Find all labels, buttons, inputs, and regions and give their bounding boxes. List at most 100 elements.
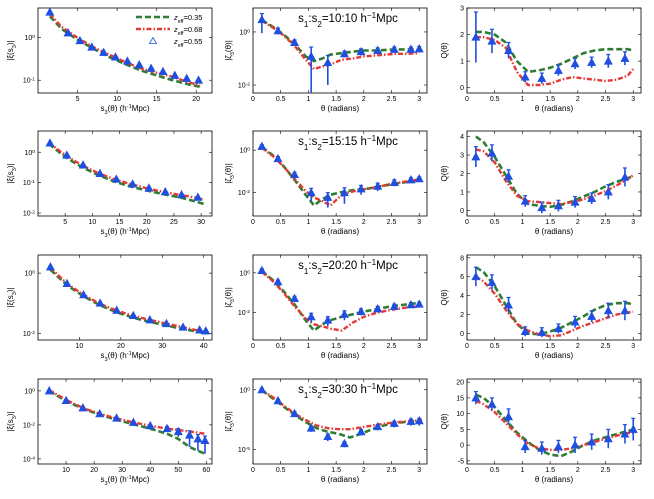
data-point-z055: [306, 187, 316, 197]
data-point-z055: [61, 395, 71, 404]
data-point-z055: [414, 173, 424, 183]
x-tick-label: 20: [192, 96, 200, 103]
y-tick-label: 10-2: [23, 421, 35, 430]
x-tick-label: 3: [631, 96, 635, 103]
data-point-z055: [356, 184, 366, 193]
panel-r0-c1: 0 0.5 1 1.5 2 2.5 3 100 10-2 θ (radians) |ζ3(θ)| s1…: [224, 7, 428, 113]
data-point-z055: [62, 150, 72, 159]
data-point-z055: [79, 290, 89, 299]
data-point-z055: [323, 431, 333, 440]
data-point-z055: [339, 438, 349, 448]
panel-title: s1:s2=20:20 h−1Mpc: [298, 258, 398, 276]
y-tick-label: 2: [460, 32, 464, 39]
y-tick-label: 1: [460, 189, 464, 196]
y-axis-label: |ζ3(θ)|: [224, 163, 236, 184]
x-tick-label: 0: [465, 343, 469, 350]
x-tick-label: 60: [202, 467, 210, 474]
data-point-z055: [306, 51, 316, 60]
data-point-z055: [95, 408, 105, 418]
data-point-z055: [122, 56, 132, 65]
plot-area: [252, 254, 428, 341]
data-point-z055: [194, 75, 204, 84]
y-tick-label: 10: [456, 411, 464, 418]
y-tick-label: 0: [460, 85, 464, 92]
x-axis-label: s3(θ) (h-1Mpc): [100, 227, 149, 239]
data-point-z055: [537, 202, 547, 212]
x-tick-label: 1.5: [545, 219, 555, 226]
plot-marks: [44, 386, 210, 455]
data-point-z055: [45, 262, 55, 271]
data-point-z055: [553, 201, 563, 210]
series-line-z068: [475, 148, 634, 206]
x-tick-label: 15: [153, 96, 161, 103]
data-point-z055: [177, 189, 187, 199]
data-point-z055: [414, 299, 424, 308]
y-tick-label: 10-2: [238, 189, 250, 198]
data-point-z055: [173, 426, 183, 436]
x-axis-label: θ (radians): [321, 104, 360, 113]
data-point-z055: [373, 45, 383, 54]
y-tick-label: 10-4: [23, 455, 35, 464]
x-tick-label: 2.5: [387, 467, 397, 474]
x-tick-label: 0: [251, 96, 255, 103]
panel-title: s1:s2=15:15 h−1Mpc: [298, 134, 398, 152]
data-point-z055: [290, 408, 300, 418]
x-axis-label: θ (radians): [535, 351, 574, 360]
x-tick-label: 1.5: [331, 467, 341, 474]
x-axis-label: θ (radians): [321, 475, 360, 484]
x-tick-label: 3: [417, 96, 421, 103]
data-point-z055: [134, 60, 144, 69]
y-tick-label: 10-1: [23, 179, 35, 188]
x-tick-label: 1: [306, 219, 310, 226]
data-point-z055: [290, 293, 300, 303]
data-point-z055: [487, 399, 497, 408]
data-point-z055: [553, 323, 563, 333]
x-tick-label: 0.5: [276, 467, 286, 474]
x-tick-label: 0.5: [276, 343, 286, 350]
series-line-z068: [48, 389, 206, 435]
y-tick-label: 10-2: [238, 81, 250, 90]
x-tick-label: 2: [362, 219, 366, 226]
plot-area: [466, 254, 642, 341]
y-tick-label: 20: [456, 380, 464, 387]
plot-marks: [45, 8, 204, 89]
data-point-z055: [620, 305, 630, 315]
x-tick-label: 10: [62, 467, 70, 474]
data-point-z055: [389, 44, 399, 53]
x-tick-label: 10: [76, 343, 84, 350]
data-point-z055: [504, 300, 514, 309]
y-tick-label: 4: [460, 134, 464, 141]
panel-r0-c0: 5 10 15 20 100 10-1 s3(θ) (h-1Mpc) |ξ(s3)| zeff=…: [6, 7, 213, 116]
x-tick-label: 1: [306, 96, 310, 103]
plot-area: [252, 7, 428, 94]
panel-r0-c2: 0 0.5 1 1.5 2 2.5 3 0 1 2 3 θ (radians) Q(θ): [440, 6, 642, 113]
x-tick-label: 1.5: [331, 96, 341, 103]
data-point-z055: [487, 148, 497, 157]
data-point-z055: [290, 169, 300, 179]
x-tick-label: 40: [200, 343, 208, 350]
x-tick-label: 3: [417, 343, 421, 350]
data-point-z055: [111, 52, 121, 61]
x-tick-label: 0.5: [490, 467, 500, 474]
x-tick-label: 0.5: [276, 219, 286, 226]
y-tick-label: 10-2: [23, 329, 35, 338]
y-tick-label: 100: [239, 28, 250, 37]
x-tick-label: 0: [251, 343, 255, 350]
data-point-z055: [193, 192, 203, 201]
y-axis-label: |ξ(s3)|: [6, 40, 18, 60]
data-point-z055: [170, 70, 180, 79]
data-point-z055: [160, 186, 170, 196]
data-point-z055: [63, 28, 73, 37]
plot-marks: [257, 13, 424, 93]
data-point-z055: [273, 395, 283, 405]
panel-r1-c0: 5 10 15 20 25 30 100 10-1 10-2 s3(θ) (h-1Mpc) |ξ(s…: [6, 130, 213, 239]
y-tick-label: 8: [460, 255, 464, 262]
data-point-z055: [471, 152, 481, 161]
data-point-z055: [195, 325, 205, 334]
y-tick-label: 10-1: [23, 76, 35, 85]
x-tick-label: 2: [362, 467, 366, 474]
x-tick-label: 2: [576, 343, 580, 350]
data-point-z055: [587, 311, 597, 320]
